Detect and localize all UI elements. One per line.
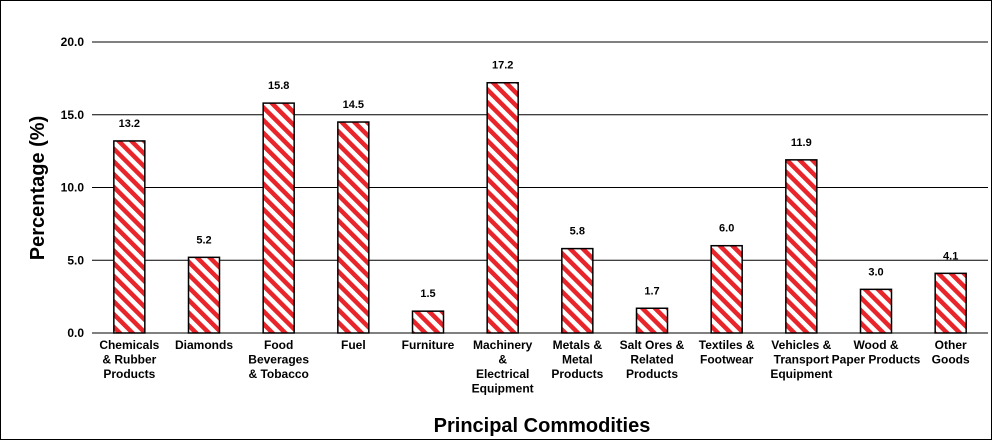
y-axis-title: Percentage (%)	[27, 116, 49, 261]
x-category-label: Chemicals & Rubber Products	[99, 338, 159, 381]
bars	[113, 81, 967, 334]
x-category-label: Wood & Paper Products	[832, 338, 921, 367]
data-label: 13.2	[119, 118, 140, 130]
y-tick-labels: 0.0 5.0 10.0 15.0 20.0	[61, 35, 85, 340]
data-label: 15.8	[268, 80, 289, 92]
data-label: 5.2	[196, 234, 211, 246]
x-category-label: Textiles & Footwear	[699, 338, 755, 367]
bar	[411, 310, 445, 334]
bar	[635, 307, 669, 334]
data-label: 11.9	[791, 137, 812, 149]
data-label: 5.8	[570, 226, 585, 238]
x-category-label: Other Goods	[932, 338, 970, 367]
bar	[262, 102, 295, 334]
y-tick-label: 20.0	[61, 35, 85, 49]
y-tick-label: 0.0	[67, 326, 84, 340]
x-category-labels: Chemicals & Rubber Products Diamonds Food Bev…	[99, 338, 970, 396]
data-label: 3.0	[868, 266, 883, 278]
bar	[785, 159, 818, 334]
gridlines	[92, 41, 988, 334]
bar	[710, 244, 743, 334]
bar	[486, 81, 519, 334]
x-category-label: Vehicles & Transport Equipment	[770, 338, 832, 381]
y-tick-label: 15.0	[61, 108, 85, 122]
data-label: 14.5	[343, 99, 364, 111]
data-label: 4.1	[943, 250, 958, 262]
bar	[113, 140, 146, 334]
x-category-label: Machinery & Electrical Equipment	[472, 338, 534, 396]
bar	[934, 272, 967, 334]
data-labels: 13.2 5.2 15.8 14.5 1.5 17.2 5.8 1.7 6.0 11.9 3.0 4.…	[119, 60, 959, 300]
y-tick-label: 5.0	[67, 253, 84, 267]
x-category-label: Furniture	[402, 338, 455, 352]
x-category-label: Metals & Metal Products	[551, 338, 603, 381]
data-label: 6.0	[719, 223, 734, 235]
data-label: 17.2	[492, 60, 513, 72]
x-axis-title: Principal Commodities	[434, 415, 651, 437]
bar	[187, 256, 221, 334]
x-category-label: Diamonds	[175, 338, 233, 352]
x-category-label: Salt Ores & Related Products	[620, 338, 685, 381]
x-category-label: Fuel	[341, 338, 366, 352]
bar	[859, 288, 893, 334]
data-label: 1.5	[420, 288, 435, 300]
bar	[337, 121, 370, 334]
data-label: 1.7	[644, 285, 659, 297]
y-tick-label: 10.0	[61, 181, 85, 195]
x-category-label: Food Beverages & Tobacco	[248, 338, 309, 381]
bar	[561, 247, 594, 334]
